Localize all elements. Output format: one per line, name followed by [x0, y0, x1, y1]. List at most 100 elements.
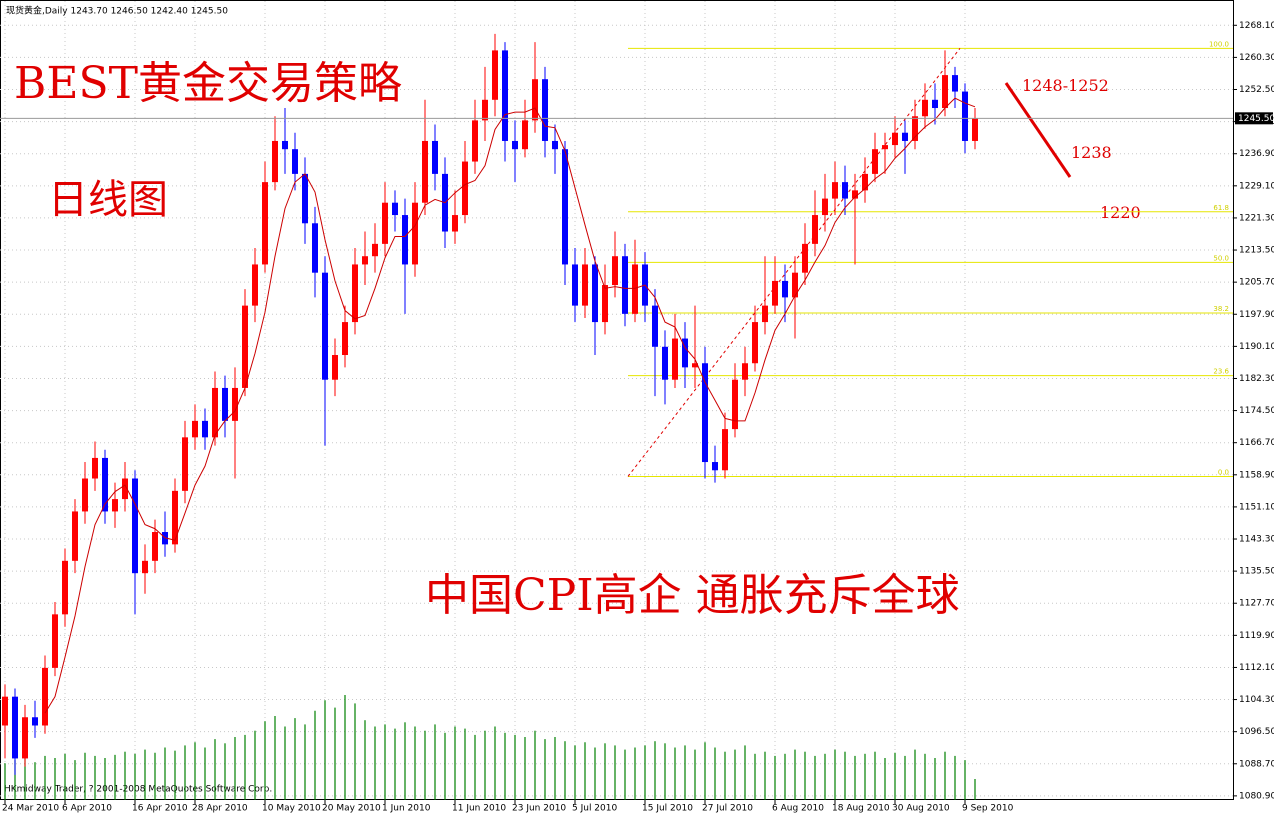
y-tick-label: 1252.50	[1239, 85, 1274, 95]
candle-body	[112, 499, 118, 512]
candle-body	[362, 256, 368, 265]
y-tick-label: 1112.10	[1239, 663, 1274, 673]
candle-body	[272, 140, 278, 183]
fib-label: 50.0	[1213, 254, 1229, 262]
candle-body	[352, 264, 358, 323]
candle-body	[212, 387, 218, 438]
candle-body	[452, 215, 458, 232]
candle-body	[222, 387, 228, 421]
x-tick-label: 24 Mar 2010	[2, 804, 59, 814]
candle-body	[282, 140, 288, 150]
candle-body	[702, 363, 708, 463]
candle-body	[342, 322, 348, 356]
candle-body	[872, 149, 878, 174]
candle-body	[552, 140, 558, 150]
candle-body	[462, 161, 468, 216]
x-tick-label: 6 Aug 2010	[772, 804, 824, 814]
candle-body	[122, 478, 128, 500]
candle-body	[912, 116, 918, 141]
candle-body	[422, 140, 428, 203]
candle-body	[402, 215, 408, 265]
candle-body	[492, 50, 498, 100]
candle-body	[472, 120, 478, 162]
y-tick-label: 1166.70	[1239, 438, 1274, 448]
candle-body	[932, 99, 938, 109]
candle-body	[832, 182, 838, 199]
candle-body	[82, 478, 88, 512]
candle-body	[692, 363, 698, 368]
annotation: 1238	[1071, 143, 1112, 162]
y-tick-label: 1205.70	[1239, 278, 1274, 288]
y-tick-label: 1080.90	[1239, 791, 1274, 801]
x-tick-label: 16 Apr 2010	[132, 804, 188, 814]
y-tick-label: 1143.30	[1239, 535, 1274, 545]
x-tick-label: 20 May 2010	[322, 804, 381, 814]
x-tick-label: 9 Sep 2010	[962, 804, 1014, 814]
y-tick-label: 1221.30	[1239, 213, 1274, 223]
x-tick-label: 6 Apr 2010	[62, 804, 112, 814]
x-tick-label: 28 Apr 2010	[192, 804, 248, 814]
candle-body	[512, 140, 518, 150]
candle-body	[92, 457, 98, 479]
candle-body	[302, 173, 308, 224]
plot-frame	[0, 0, 1234, 800]
candle-body	[592, 264, 598, 323]
y-tick-label: 1096.50	[1239, 727, 1274, 737]
candle-body	[2, 696, 8, 726]
price-box	[1235, 112, 1273, 125]
candle-body	[772, 280, 778, 306]
candle-body	[862, 173, 868, 191]
candle-body	[192, 420, 198, 438]
fib-label: 23.6	[1213, 368, 1229, 376]
candle-body	[722, 429, 728, 471]
candle-body	[202, 420, 208, 438]
candle-body	[962, 91, 968, 141]
candle-body	[942, 75, 948, 109]
candle-body	[622, 256, 628, 314]
candle-body	[22, 717, 28, 759]
candle-body	[602, 285, 608, 323]
candle-body	[502, 50, 508, 141]
fib-label: 0.0	[1218, 468, 1229, 476]
candle-body	[412, 202, 418, 265]
candle-body	[152, 532, 158, 561]
candle-body	[782, 280, 788, 298]
candle-body	[332, 355, 338, 380]
candle-body	[792, 272, 798, 298]
x-tick-label: 1 Jun 2010	[382, 804, 431, 814]
candle-body	[712, 462, 718, 471]
candle-body	[432, 140, 438, 174]
trend-arrow	[1004, 82, 1072, 178]
candle-body	[882, 145, 888, 150]
candle-body	[252, 264, 258, 306]
y-tick-label: 1182.30	[1239, 374, 1274, 384]
x-tick-label: 23 Jun 2010	[512, 804, 566, 814]
candle-body	[952, 75, 958, 92]
candle-body	[762, 305, 768, 323]
candle-body	[532, 79, 538, 121]
x-tick-label: 5 Jul 2010	[572, 804, 617, 814]
annotation: 中国CPI高企 通胀充斥全球	[425, 570, 960, 621]
candle-body	[322, 272, 328, 380]
candle-body	[52, 614, 58, 668]
candle-body	[972, 118, 978, 141]
y-tick-label: 1119.90	[1239, 631, 1274, 641]
candle-body	[822, 198, 828, 216]
x-tick-label: 30 Aug 2010	[892, 804, 950, 814]
candle-body	[132, 478, 138, 574]
candle-body	[922, 99, 928, 117]
y-tick-label: 1229.10	[1239, 181, 1274, 191]
candle-body	[392, 202, 398, 216]
y-tick-label: 1127.70	[1239, 599, 1274, 609]
candle-body	[292, 149, 298, 174]
x-tick-label: 11 Jun 2010	[452, 804, 506, 814]
candle-body	[752, 322, 758, 364]
candle-body	[522, 120, 528, 150]
candle-body	[732, 379, 738, 430]
candle-body	[652, 305, 658, 347]
candle-body	[662, 346, 668, 380]
candle-body	[42, 667, 48, 726]
fib-label: 61.8	[1213, 204, 1229, 212]
candle-body	[892, 132, 898, 146]
